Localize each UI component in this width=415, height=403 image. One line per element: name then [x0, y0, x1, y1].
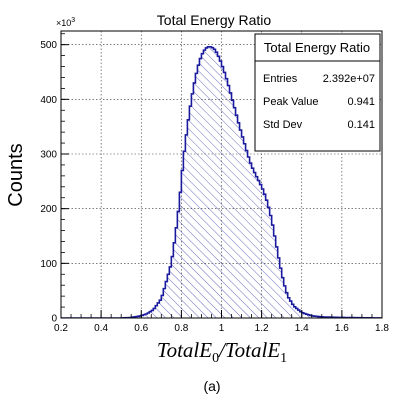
x-tick-label: 1.4: [295, 323, 309, 334]
y-axis-label: Counts: [5, 143, 27, 206]
x-axis-label: TotalE0/TotalE1: [157, 338, 287, 366]
x-tick-label: 1.2: [255, 323, 269, 334]
histogram-outline: [61, 46, 382, 318]
x-tick-label: 1.8: [375, 323, 389, 334]
stats-entries-value: 2.392e+07: [323, 73, 375, 85]
y-tick-label: 300: [40, 150, 57, 161]
histogram-fill: [61, 46, 382, 318]
y-tick-label: 200: [40, 204, 57, 215]
stats-std-value: 0.141: [347, 119, 375, 131]
x-tick-label: 1.6: [335, 323, 349, 334]
stats-box: Total Energy Ratio Entries 2.392e+07 Pea…: [254, 33, 381, 152]
x-tick-label: 0.2: [54, 323, 68, 334]
y-tick-label: 400: [40, 95, 57, 106]
x-tick-label: 1: [219, 323, 225, 334]
stats-peak-label: Peak Value: [263, 96, 318, 108]
y-tick-label: 100: [40, 259, 57, 270]
y-tick-label: 0: [51, 314, 57, 325]
x-tick-label: 0.8: [174, 323, 188, 334]
stats-std-label: Std Dev: [263, 119, 303, 131]
y-axis: 0 100 200 300 400 500: [40, 33, 69, 325]
stats-title: Total Energy Ratio: [264, 40, 370, 55]
x-axis: 0.2 0.4 0.6 0.8 1 1.2 1.4 1.6 1.8: [54, 310, 389, 334]
stats-peak-value: 0.941: [347, 96, 375, 108]
chart-title: Total Energy Ratio: [157, 12, 272, 28]
stats-entries-label: Entries: [263, 73, 298, 85]
x-tick-label: 0.6: [134, 323, 148, 334]
y-scale-label: ×103: [56, 17, 75, 28]
y-tick-label: 500: [40, 40, 57, 51]
figure-caption: (a): [203, 378, 220, 394]
x-tick-label: 0.4: [94, 323, 108, 334]
